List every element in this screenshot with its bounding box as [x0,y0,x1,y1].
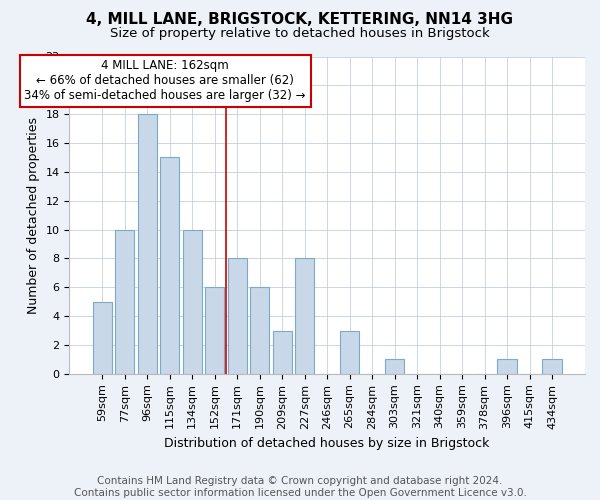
Bar [92,302,112,374]
Bar [227,258,247,374]
Y-axis label: Number of detached properties: Number of detached properties [26,116,40,314]
Text: Size of property relative to detached houses in Brigstock: Size of property relative to detached ho… [110,28,490,40]
Bar [160,158,179,374]
Bar [385,360,404,374]
Bar [340,330,359,374]
Text: 4, MILL LANE, BRIGSTOCK, KETTERING, NN14 3HG: 4, MILL LANE, BRIGSTOCK, KETTERING, NN14… [86,12,514,28]
X-axis label: Distribution of detached houses by size in Brigstock: Distribution of detached houses by size … [164,437,490,450]
Bar [137,114,157,374]
Bar [542,360,562,374]
Bar [295,258,314,374]
Bar [497,360,517,374]
Text: 4 MILL LANE: 162sqm
← 66% of detached houses are smaller (62)
34% of semi-detach: 4 MILL LANE: 162sqm ← 66% of detached ho… [25,60,306,102]
Bar [115,230,134,374]
Bar [205,288,224,374]
Bar [250,288,269,374]
Bar [272,330,292,374]
Bar [182,230,202,374]
Text: Contains HM Land Registry data © Crown copyright and database right 2024.
Contai: Contains HM Land Registry data © Crown c… [74,476,526,498]
